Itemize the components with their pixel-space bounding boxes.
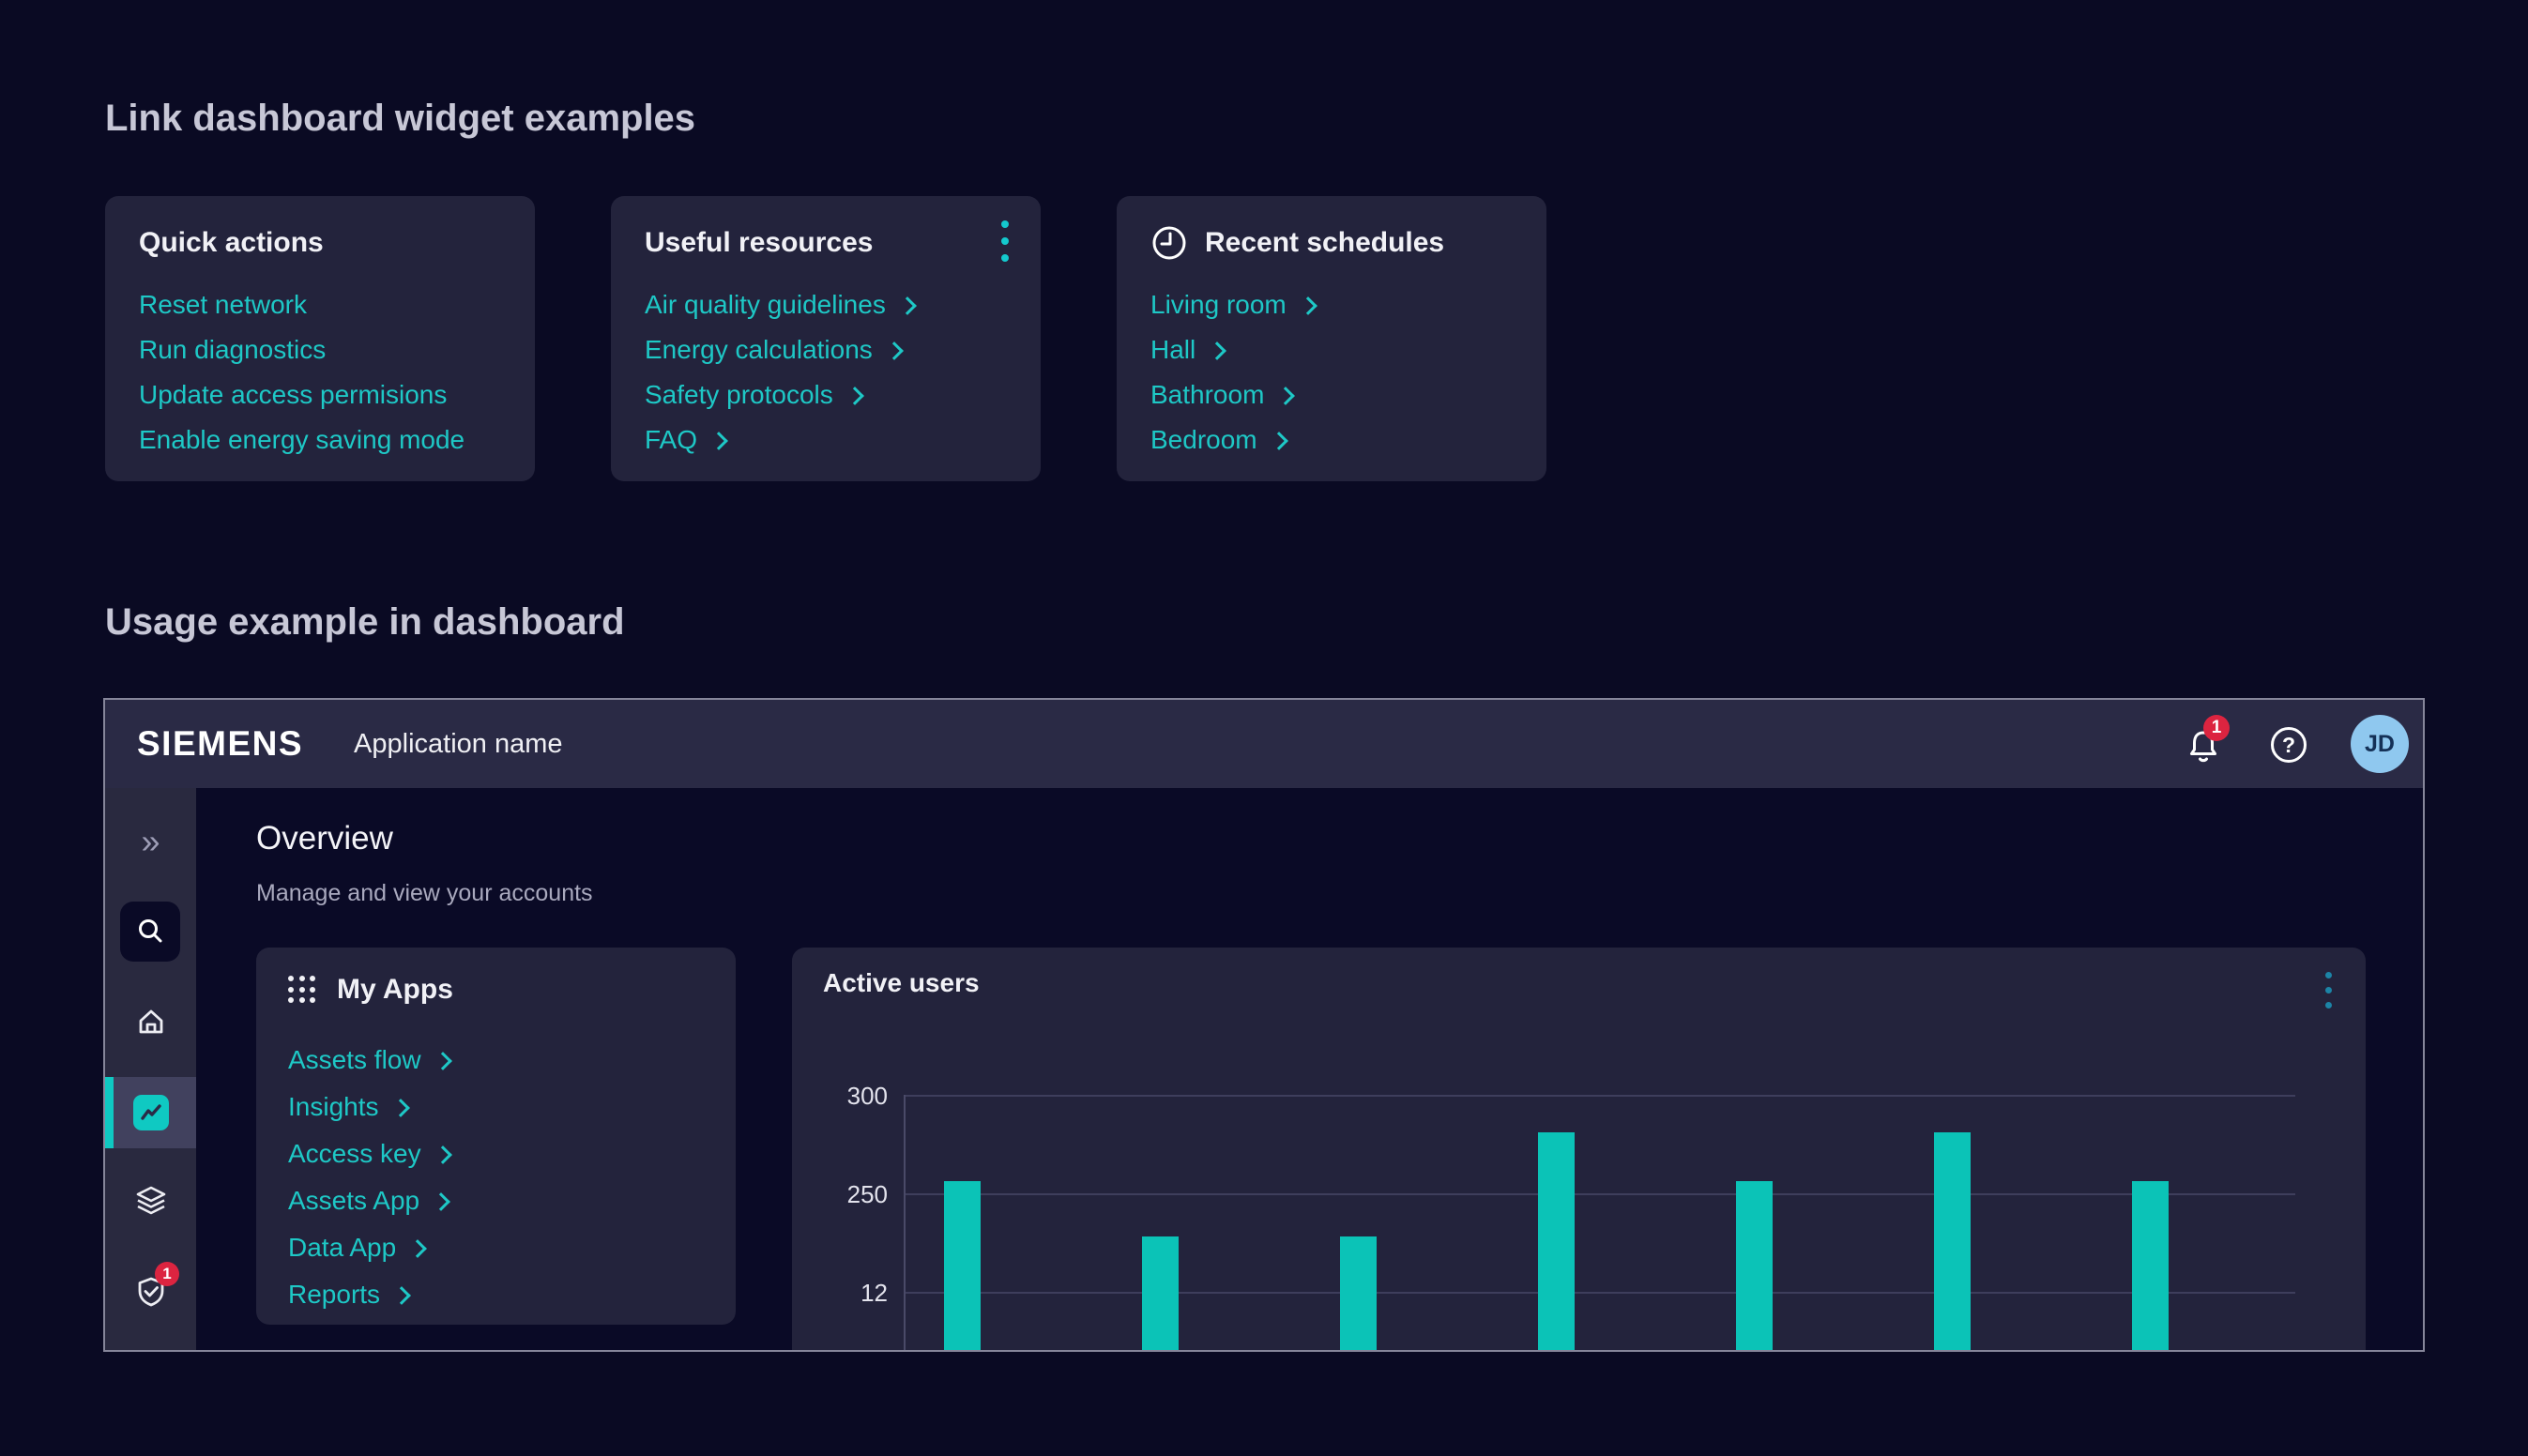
card-links: Reset network Run diagnostics Update acc… [139,282,501,463]
chevron-right-icon [391,1099,410,1117]
link-update-access-permisions[interactable]: Update access permisions [139,372,501,417]
sidebar-expand-button[interactable]: » [105,823,196,860]
user-avatar[interactable]: JD [2351,715,2409,773]
card-header: Recent schedules [1150,222,1513,264]
card-recent-schedules: Recent schedules Living room Hall Bathro… [1117,196,1546,481]
avatar-initials: JD [2365,731,2395,758]
link-access-key[interactable]: Access key [288,1130,701,1177]
link-air-quality-guidelines[interactable]: Air quality guidelines [645,282,1007,327]
layers-icon [133,1183,169,1219]
active-users-card: Active users 300 250 12 [792,948,2366,1352]
notifications-button[interactable]: 1 [2183,724,2224,766]
card-title: Recent schedules [1205,227,1444,259]
bar [1736,1181,1773,1352]
question-mark-icon: ? [2282,733,2295,758]
app-header: SIEMENS Application name 1 ? JD [105,700,2423,788]
usage-example-title: Usage example in dashboard [105,601,625,643]
link-living-room[interactable]: Living room [1150,282,1513,327]
link-reset-network[interactable]: Reset network [139,282,501,327]
apps-grid-icon [288,976,316,1004]
chevron-right-icon [434,1052,452,1070]
search-icon [135,917,165,947]
y-axis-line [904,1095,906,1352]
link-assets-flow[interactable]: Assets flow [288,1037,701,1084]
help-button[interactable]: ? [2271,727,2307,763]
link-data-app[interactable]: Data App [288,1224,701,1271]
trend-chart-icon [133,1095,169,1130]
y-tick-label: 300 [801,1082,888,1110]
link-hall[interactable]: Hall [1150,327,1513,372]
link-run-diagnostics[interactable]: Run diagnostics [139,327,501,372]
sidebar-item-security[interactable] [105,1274,196,1310]
notification-badge: 1 [2203,715,2230,741]
widget-cards-row: Quick actions Reset network Run diagnost… [105,196,1546,481]
link-faq[interactable]: FAQ [645,417,1007,463]
link-bedroom[interactable]: Bedroom [1150,417,1513,463]
card-title: Active users [823,968,980,998]
card-title: Useful resources [645,227,873,259]
chevron-right-icon [434,1145,452,1164]
home-icon [133,1004,169,1039]
page: Link dashboard widget examples Quick act… [0,0,2528,1456]
link-reports[interactable]: Reports [288,1271,701,1318]
page-subheading: Manage and view your accounts [256,880,593,907]
chevron-right-icon [432,1192,450,1211]
link-safety-protocols[interactable]: Safety protocols [645,372,1007,417]
my-apps-card: My Apps Assets flow Insights Access key … [256,948,736,1325]
kebab-menu-icon[interactable] [1001,220,1009,262]
kebab-menu-icon[interactable] [2325,972,2332,1009]
chevron-right-icon [392,1286,411,1305]
sidebar-item-layers[interactable] [105,1183,196,1219]
gridline [904,1095,2295,1097]
link-assets-app[interactable]: Assets App [288,1177,701,1224]
gridline [904,1292,2295,1294]
bar [2132,1181,2169,1352]
sidebar-item-analytics-active[interactable] [105,1077,196,1148]
y-tick-label: 12 [801,1279,888,1307]
page-title: Link dashboard widget examples [105,98,695,139]
sidebar-item-home[interactable] [105,1004,196,1039]
card-title: Quick actions [139,227,324,259]
sidebar: » [105,788,196,1352]
link-insights[interactable]: Insights [288,1084,701,1130]
link-energy-calculations[interactable]: Energy calculations [645,327,1007,372]
y-tick-label: 250 [801,1180,888,1208]
bar [1538,1132,1575,1352]
card-header: My Apps [288,974,453,1006]
sidebar-search-button[interactable] [120,902,180,962]
clock-icon [1150,224,1188,262]
chevron-right-icon [1270,432,1288,450]
card-links: Air quality guidelines Energy calculatio… [645,282,1007,463]
chevron-right-icon [408,1239,427,1258]
bar [944,1181,981,1352]
gridline [904,1193,2295,1195]
link-bathroom[interactable]: Bathroom [1150,372,1513,417]
card-quick-actions: Quick actions Reset network Run diagnost… [105,196,535,481]
card-useful-resources: Useful resources Air quality guidelines … [611,196,1041,481]
card-links: Assets flow Insights Access key Assets A… [288,1037,701,1318]
bar [1340,1236,1377,1352]
siemens-logo: SIEMENS [137,724,303,764]
card-title: My Apps [337,974,453,1006]
application-name: Application name [354,729,562,760]
card-header: Quick actions [139,222,501,264]
link-enable-energy-saving-mode[interactable]: Enable energy saving mode [139,417,501,463]
bar [1142,1236,1179,1352]
security-badge: 1 [155,1262,179,1286]
chevron-right-icon [885,341,904,360]
chevron-right-icon [709,432,728,450]
card-links: Living room Hall Bathroom Bedroom [1150,282,1513,463]
main-content: Overview Manage and view your accounts M… [196,788,2425,1352]
chevron-right-icon [1277,387,1296,405]
card-header: Useful resources [645,222,1007,264]
chevron-right-icon [1208,341,1226,360]
chevron-right-icon [898,296,917,315]
dashboard-frame: SIEMENS Application name 1 ? JD » [103,698,2425,1352]
chevron-right-icon [1299,296,1317,315]
active-indicator [105,1077,114,1148]
page-heading: Overview [256,820,393,857]
chevron-double-right-icon: » [141,823,160,860]
chevron-right-icon [845,387,864,405]
bar [1934,1132,1971,1352]
